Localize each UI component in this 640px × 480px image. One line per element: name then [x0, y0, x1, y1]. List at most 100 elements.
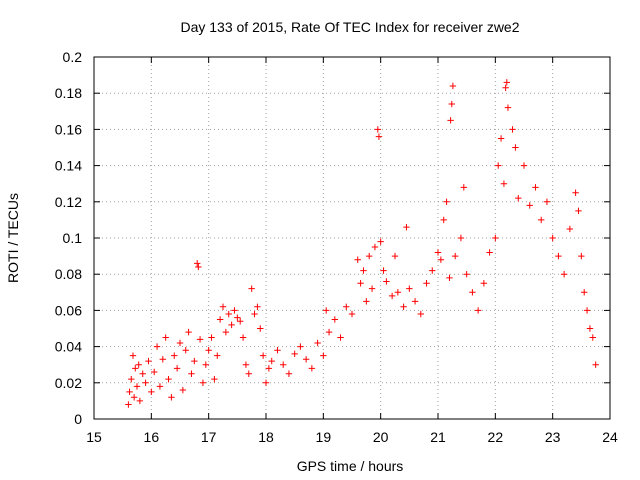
data-point [457, 234, 465, 242]
data-point [469, 289, 476, 296]
data-point [185, 328, 192, 336]
data-point [205, 347, 212, 354]
data-point [280, 361, 287, 368]
data-point [231, 307, 238, 314]
data-point [132, 365, 139, 372]
data-point [586, 325, 594, 332]
data-point [248, 285, 255, 292]
data-point [135, 361, 142, 368]
y-tick-label: 0.18 [55, 85, 82, 101]
data-point [360, 267, 367, 274]
y-tick-label: 0.12 [55, 194, 82, 210]
data-point [343, 303, 350, 310]
y-tick-label: 0.06 [55, 302, 82, 318]
data-point [446, 274, 453, 282]
data-point [366, 252, 373, 260]
data-point [285, 370, 293, 377]
data-point [242, 361, 250, 368]
data-point [380, 267, 387, 274]
data-point [148, 388, 155, 396]
data-point [125, 401, 132, 408]
data-point [526, 202, 533, 209]
data-point [237, 318, 244, 325]
data-point [216, 316, 224, 323]
x-tick-label: 22 [488, 429, 504, 445]
y-axis-label: ROTI / TECUs [5, 193, 21, 283]
data-point [323, 307, 330, 314]
data-point [463, 271, 470, 278]
x-tick-label: 21 [430, 429, 446, 445]
data-point [400, 303, 407, 310]
data-point [515, 194, 522, 202]
data-point [176, 339, 184, 347]
data-point [337, 334, 344, 341]
x-tick-label: 19 [316, 429, 332, 445]
data-point [581, 289, 588, 296]
grid [94, 57, 610, 419]
data-point [575, 207, 582, 215]
data-point [128, 375, 135, 383]
y-tick-label: 0.04 [55, 339, 82, 355]
data-point [572, 189, 579, 196]
data-point [139, 370, 146, 377]
data-point [363, 298, 370, 305]
y-axis: 0 0.02 0.04 0.06 0.08 0.1 0.12 0.14 0.16 0.18 0.2 [55, 49, 610, 427]
data-point [153, 343, 161, 350]
x-tick-label: 16 [144, 429, 160, 445]
data-point [254, 303, 261, 310]
data-point [179, 386, 187, 394]
data-point [211, 375, 218, 383]
y-tick-label: 0.1 [63, 230, 83, 246]
y-tick-label: 0.02 [55, 375, 82, 391]
chart-title: Day 133 of 2015, Rate Of TEC Index for r… [180, 19, 519, 35]
data-point [214, 352, 221, 359]
data-point [394, 289, 402, 296]
data-point [265, 365, 273, 372]
data-point [208, 334, 215, 341]
data-point [417, 310, 424, 318]
data-point [578, 252, 585, 260]
x-tick-label: 24 [602, 429, 618, 445]
data-point [374, 126, 381, 133]
data-point [411, 298, 419, 305]
data-point [274, 347, 281, 354]
data-point [474, 307, 482, 314]
y-tick-label: 0 [74, 411, 82, 427]
data-point [297, 343, 304, 350]
data-point [159, 356, 166, 363]
y-tick-label: 0.2 [63, 49, 83, 65]
data-point [348, 310, 356, 318]
data-point [196, 336, 204, 343]
data-point [194, 260, 201, 267]
data-point [130, 394, 138, 401]
x-tick-label: 23 [545, 429, 561, 445]
data-point [182, 347, 189, 354]
data-point [268, 357, 275, 365]
data-point [512, 144, 519, 151]
data-point [173, 365, 181, 372]
x-tick-label: 20 [373, 429, 389, 445]
data-point [440, 216, 447, 224]
x-axis-label: GPS time / hours [297, 458, 404, 474]
data-point [555, 252, 562, 260]
data-point [129, 352, 137, 359]
data-point [492, 234, 499, 242]
data-point [583, 307, 591, 314]
data-point [502, 84, 509, 91]
data-point [234, 314, 241, 321]
data-point [549, 234, 556, 242]
data-point [259, 352, 267, 359]
data-point [391, 252, 399, 260]
data-point [145, 357, 152, 365]
data-point [188, 370, 195, 377]
data-point [375, 133, 383, 140]
data-point [406, 285, 413, 292]
data-point [320, 352, 327, 359]
data-points [125, 79, 599, 408]
data-point [480, 280, 488, 287]
data-point [538, 216, 545, 224]
data-point [126, 388, 133, 396]
data-point [566, 225, 574, 233]
y-tick-label: 0.08 [55, 266, 82, 282]
data-point [460, 184, 467, 191]
